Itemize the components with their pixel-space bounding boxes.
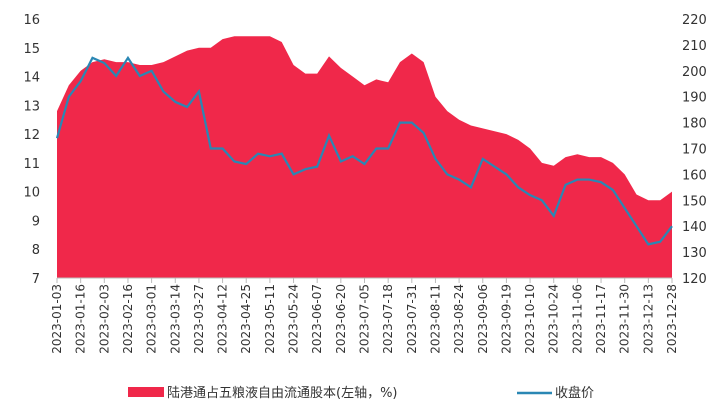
x-tick-label: 2023-07-05 <box>358 284 372 354</box>
y2-tick-label: 190 <box>682 91 707 106</box>
x-tick-label: 2023-10-24 <box>547 284 561 354</box>
x-tick-label: 2023-04-12 <box>216 284 230 354</box>
x-tick-label: 2023-08-11 <box>428 284 442 354</box>
x-tick-label: 2023-05-11 <box>263 284 277 354</box>
y2-tick-label: 200 <box>682 65 707 80</box>
y2-tick-label: 120 <box>682 272 707 287</box>
x-tick-label: 2023-03-01 <box>145 284 159 354</box>
y2-tick-label: 150 <box>682 194 707 209</box>
legend-swatch <box>128 387 164 397</box>
y2-tick-label: 160 <box>682 168 707 183</box>
y-tick-label: 14 <box>23 71 40 86</box>
y-tick-label: 9 <box>32 214 40 229</box>
x-tick-label: 2023-01-16 <box>74 284 88 354</box>
y2-tick-label: 130 <box>682 246 707 261</box>
x-tick-label: 2023-12-28 <box>665 284 679 354</box>
legend-label: 收盘价 <box>555 385 594 401</box>
x-tick-label: 2023-06-20 <box>334 284 348 354</box>
x-tick-label: 2023-08-24 <box>452 284 466 354</box>
y-tick-label: 8 <box>32 243 40 258</box>
y-tick-label: 10 <box>23 186 40 201</box>
y2-tick-label: 180 <box>682 117 707 132</box>
x-tick-label: 2023-02-16 <box>121 284 135 354</box>
y2-tick-label: 170 <box>682 143 707 158</box>
y-tick-label: 7 <box>32 272 40 287</box>
y2-tick-label: 140 <box>682 220 707 235</box>
x-tick-label: 2023-07-18 <box>381 284 395 354</box>
area <box>57 36 672 279</box>
x-tick-label: 2023-07-31 <box>405 284 419 354</box>
legend-label: 陆港通占五粮液自由流通股本(左轴，%) <box>167 385 398 401</box>
y-tick-label: 11 <box>23 157 40 172</box>
x-tick-label: 2023-04-25 <box>239 284 253 354</box>
x-tick-label: 2023-01-03 <box>50 284 64 354</box>
x-tick-label: 2023-11-06 <box>570 284 584 354</box>
y-tick-label: 16 <box>23 13 40 28</box>
y-tick-label: 13 <box>23 99 40 114</box>
x-tick-label: 2023-06-07 <box>310 284 324 354</box>
x-tick-label: 2023-11-17 <box>594 284 608 354</box>
x-tick-label: 2023-02-03 <box>97 284 111 354</box>
x-tick-label: 2023-09-19 <box>499 284 513 354</box>
x-tick-label: 2023-03-14 <box>168 284 182 354</box>
x-tick-label: 2023-09-06 <box>476 284 490 354</box>
x-tick-label: 2023-03-27 <box>192 284 206 354</box>
y-tick-label: 15 <box>23 42 40 57</box>
x-tick-label: 2023-12-13 <box>641 284 655 354</box>
y2-tick-label: 220 <box>682 13 707 28</box>
x-tick-label: 2023-10-10 <box>523 284 537 354</box>
x-tick-label: 2023-05-24 <box>287 284 301 354</box>
y2-tick-label: 210 <box>682 39 707 54</box>
x-tick-label: 2023-11-30 <box>618 284 632 354</box>
line <box>55 55 673 246</box>
y-tick-label: 12 <box>23 128 40 143</box>
